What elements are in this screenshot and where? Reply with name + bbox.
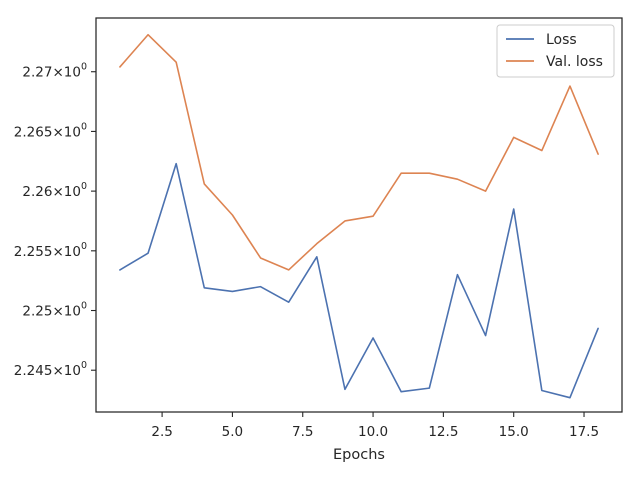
y-tick-times: × [52, 304, 63, 320]
legend: Loss Val. loss [496, 24, 615, 78]
y-tick-exponent: 0 [81, 241, 87, 252]
y-tick-base: 10 [64, 65, 81, 81]
y-tick-mantissa: 2.25 [22, 304, 52, 320]
y-tick-mantissa: 2.265 [14, 124, 53, 140]
legend-entry: Val. loss [546, 54, 603, 70]
y-tick-label: 2.265×100 [14, 121, 87, 140]
y-tick-label: 2.255×100 [14, 241, 87, 260]
y-tick-mantissa: 2.27 [22, 65, 52, 81]
series-layer [119, 33, 599, 399]
y-tick-times: × [52, 363, 63, 379]
x-tick-label: 17.5 [569, 424, 599, 440]
x-tick-label: 10.0 [358, 424, 388, 440]
y-tick-mantissa: 2.245 [14, 363, 53, 379]
x-tick-label: 7.5 [292, 424, 313, 440]
y-tick-exponent: 0 [81, 360, 87, 371]
x-tick-label: 12.5 [428, 424, 458, 440]
y-tick-base: 10 [64, 363, 81, 379]
y-tick-base: 10 [64, 184, 81, 200]
y-tick-exponent: 0 [81, 301, 87, 312]
y-tick-times: × [52, 65, 63, 81]
y-tick-mantissa: 2.26 [22, 184, 52, 200]
y-tick-exponent: 0 [81, 181, 87, 192]
y-tick-mantissa: 2.255 [14, 244, 53, 260]
y-tick-exponent: 0 [81, 62, 87, 73]
y-tick-base: 10 [64, 124, 81, 140]
x-axis-label: Epochs [333, 447, 385, 463]
plot-frame [95, 17, 623, 413]
y-tick-exponent: 0 [81, 121, 87, 132]
legend-entry: Loss [546, 32, 577, 48]
y-tick-base: 10 [64, 304, 81, 320]
x-tick-label: 2.5 [151, 424, 172, 440]
x-tick-label: 5.0 [222, 424, 243, 440]
y-tick-label: 2.26×100 [22, 181, 87, 200]
y-tick-times: × [52, 124, 63, 140]
x-tick-label: 15.0 [499, 424, 529, 440]
y-tick-label: 2.25×100 [22, 301, 87, 320]
y-tick-times: × [52, 244, 63, 260]
y-tick-base: 10 [64, 244, 81, 260]
series-line-val-loss [119, 33, 599, 271]
legend-box [496, 24, 615, 78]
y-axis: 2.245×1002.25×1002.255×1002.26×1002.265×… [14, 62, 96, 379]
y-tick-times: × [52, 184, 63, 200]
y-tick-label: 2.27×100 [22, 62, 87, 81]
series-line-loss [119, 162, 599, 399]
x-axis: 2.5 5.0 7.5 10.0 12.5 15.0 17.5 [151, 412, 599, 440]
y-tick-label: 2.245×100 [14, 360, 87, 379]
